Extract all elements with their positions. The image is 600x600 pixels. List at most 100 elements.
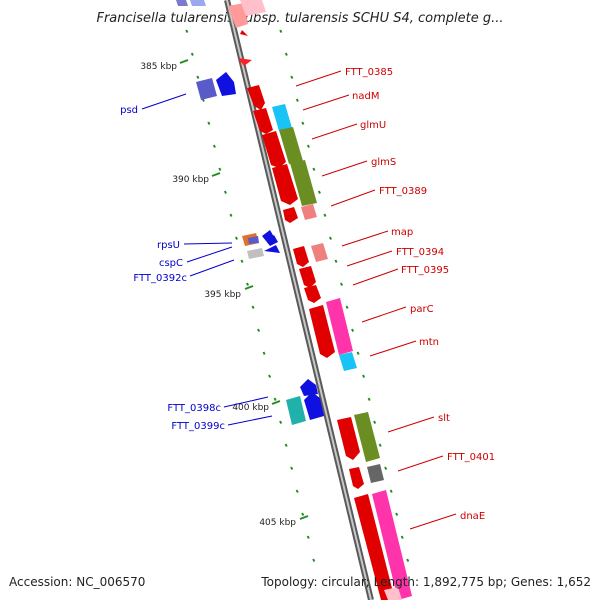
gene-feature-psd-a[interactable] (196, 78, 217, 100)
gene-name-ftt0401: FTT_0401 (447, 452, 495, 463)
gene-feature-cspc[interactable] (247, 248, 264, 259)
gene-label-ftt0399c[interactable]: FTT_0399c (171, 415, 273, 432)
gene-feature-glmu-outer[interactable] (279, 127, 303, 164)
tick-dash-track-1 (207, 121, 211, 125)
tick-dash-track-2 (351, 328, 355, 332)
gene-feature-ftt0401[interactable] (349, 467, 364, 489)
gene-feature-ftt0395[interactable] (304, 285, 321, 303)
tick-dash-track-2 (334, 259, 338, 263)
gene-feature-ftt0399c[interactable] (286, 396, 306, 425)
tick-dash-track-2 (312, 167, 316, 171)
gene-label-ftt0385[interactable]: FTT_0385 (295, 67, 393, 87)
gene-feature-cspc-arrow[interactable] (266, 235, 278, 246)
gene-feature-ftt0392c[interactable] (264, 245, 280, 253)
scale-label-395: 395 kbp (204, 290, 241, 300)
gene-feature-slt[interactable] (337, 417, 360, 460)
tick-dash-track-1 (240, 259, 244, 263)
gene-feature-psd-b[interactable] (216, 72, 236, 96)
gene-feature-glmu[interactable] (262, 131, 286, 168)
gene-feature-slt-outer[interactable] (354, 412, 380, 462)
gene-feature-parc-outer[interactable] (326, 298, 353, 355)
gene-feature-dnae[interactable] (354, 494, 395, 600)
gene-name-glms: glmS (371, 157, 396, 168)
gene-feature-dnae-outer[interactable] (372, 490, 412, 600)
tick-dash-track-1 (212, 144, 216, 148)
gene-feature-rpsu-b[interactable] (248, 236, 259, 244)
gene-feature-top-left-1[interactable] (176, 0, 188, 6)
gene-name-cspc: cspC (159, 258, 183, 269)
tick-dash-track-2 (406, 558, 410, 562)
gene-feature-bottom-pink[interactable] (384, 587, 402, 600)
gene-feature-top-pink[interactable] (240, 0, 266, 16)
gene-label-ftt0389[interactable]: FTT_0389 (330, 186, 427, 207)
gene-label-ftt0395[interactable]: FTT_0395 (352, 265, 449, 286)
gene-feature-ftt0398c-a[interactable] (300, 379, 318, 396)
tick-dash-track-2 (356, 351, 360, 355)
gene-label-ftt0401[interactable]: FTT_0401 (397, 452, 495, 472)
gene-label-slt[interactable]: slt (387, 413, 450, 433)
tick-dash-track-2 (367, 397, 371, 401)
tick-dash-track-1 (234, 236, 238, 240)
gene-feature-ftt0394[interactable] (299, 266, 316, 288)
tick-dash-track-1 (284, 443, 288, 447)
gene-label-mtn[interactable]: mtn (369, 337, 439, 357)
gene-feature-nadm[interactable] (253, 108, 273, 134)
tick-dash-track-1 (295, 489, 299, 493)
gene-feature-map-outer[interactable] (311, 243, 328, 262)
gene-feature-top-red[interactable] (228, 3, 248, 28)
gene-feature-small-2[interactable] (238, 58, 252, 66)
gene-label-glmu[interactable]: glmU (311, 120, 386, 140)
gene-feature-glms-outer[interactable] (290, 160, 317, 206)
tick-dash-track-1 (273, 397, 277, 401)
gene-feature-ftt0398c-b[interactable] (304, 392, 324, 420)
tick-dash-track-1 (218, 167, 222, 171)
tick-dash-track-2 (279, 29, 283, 33)
gene-name-ftt0389: FTT_0389 (379, 186, 427, 197)
reverse-gene-labels: psd rpsU cspC FTT_0392c FTT_0398c FTT_03… (120, 93, 273, 432)
tick-dash-track-2 (323, 213, 327, 217)
tick-dash-track-2 (389, 489, 393, 493)
gene-feature-map[interactable] (293, 246, 309, 267)
gene-label-ftt0398c[interactable]: FTT_0398c (167, 396, 269, 414)
gene-name-nadm: nadM (352, 91, 379, 102)
gene-label-psd[interactable]: psd (120, 93, 187, 116)
gene-label-cspc[interactable]: cspC (159, 246, 233, 269)
scale-marker-390: 390 kbp (172, 172, 221, 185)
gene-name-ftt0394: FTT_0394 (396, 247, 444, 258)
scale-marker-395: 395 kbp (204, 285, 254, 300)
gene-label-nadm[interactable]: nadM (302, 91, 379, 111)
gene-name-psd: psd (120, 105, 138, 116)
scale-marker-385: 385 kbp (140, 59, 189, 72)
gene-feature-mtn-outer[interactable] (339, 352, 357, 371)
tick-dash-track-1 (279, 420, 283, 424)
gene-features (176, 0, 412, 600)
tick-dash-track-1 (268, 374, 272, 378)
gene-label-map[interactable]: map (341, 227, 413, 247)
gene-name-mtn: mtn (419, 337, 439, 348)
tick-dash-track-1 (257, 328, 261, 332)
gene-feature-small-1[interactable] (240, 30, 248, 36)
gene-feature-parc[interactable] (309, 305, 335, 358)
gene-label-ftt0394[interactable]: FTT_0394 (346, 247, 444, 267)
gene-feature-ftt0389-outer[interactable] (301, 204, 317, 220)
tick-dash-track-1 (251, 305, 255, 309)
gene-feature-ftt0385[interactable] (247, 85, 265, 110)
tick-dash-track-2 (384, 466, 388, 470)
gene-name-ftt0385: FTT_0385 (345, 67, 393, 78)
gene-label-rpsu[interactable]: rpsU (157, 240, 233, 251)
gene-label-glms[interactable]: glmS (321, 157, 396, 177)
tick-dash-track-1 (246, 282, 250, 286)
gene-feature-ftt0389[interactable] (283, 207, 298, 223)
gene-label-dnae[interactable]: dnaE (409, 511, 485, 530)
gene-feature-nadm-outer[interactable] (272, 104, 292, 131)
gene-feature-glms[interactable] (272, 164, 298, 205)
gene-feature-ftt0401-outer[interactable] (367, 464, 384, 483)
tick-dash-track-2 (378, 443, 382, 447)
gene-name-ftt0392c: FTT_0392c (133, 273, 187, 284)
gene-label-parc[interactable]: parC (361, 304, 434, 323)
map-title: Francisella tularensis subsp. tularensis… (96, 11, 503, 26)
gene-feature-top-left-2[interactable] (190, 0, 206, 6)
tick-dash-track-2 (362, 374, 366, 378)
gene-label-ftt0392c[interactable]: FTT_0392c (133, 259, 235, 284)
